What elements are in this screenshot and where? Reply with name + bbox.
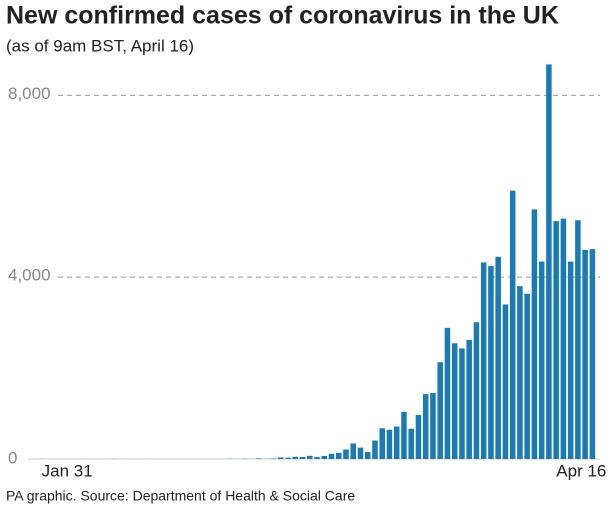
x-tick-label: Apr 16	[556, 461, 606, 480]
y-tick-label: 4,000	[8, 266, 51, 285]
bar	[343, 449, 349, 459]
bar	[335, 452, 342, 459]
bar	[466, 339, 472, 459]
bar	[488, 266, 494, 459]
bar	[285, 457, 291, 459]
bar	[278, 457, 284, 459]
bar	[473, 322, 480, 459]
bar	[314, 457, 320, 459]
bar	[372, 440, 378, 459]
bar	[495, 256, 501, 459]
bar	[575, 220, 581, 459]
bar	[582, 249, 588, 459]
chart-subtitle: (as of 9am BST, April 16)	[6, 36, 194, 55]
bar	[531, 209, 538, 459]
bar	[422, 394, 429, 459]
y-tick-label: 8,000	[8, 84, 51, 103]
bar	[379, 428, 385, 459]
bar	[364, 452, 371, 459]
bar	[256, 458, 262, 459]
bar	[451, 343, 458, 459]
bar	[517, 286, 523, 459]
bar	[589, 249, 596, 459]
bar	[357, 447, 364, 459]
bar	[546, 64, 552, 459]
bar	[480, 262, 487, 459]
bar	[415, 415, 422, 459]
bar	[444, 327, 451, 459]
bar	[430, 393, 436, 459]
bar	[328, 453, 335, 459]
bar	[270, 458, 277, 459]
bar	[401, 411, 407, 459]
x-tick-label: Jan 31	[42, 461, 93, 480]
chart-title: New confirmed cases of coronavirus in th…	[6, 2, 559, 30]
bar	[292, 456, 299, 459]
bar	[509, 190, 516, 459]
bar	[321, 455, 328, 459]
bar	[538, 261, 545, 459]
bar	[502, 304, 509, 459]
source-note: PA graphic. Source: Department of Health…	[6, 488, 355, 504]
bar	[459, 348, 465, 459]
bar	[393, 426, 400, 459]
bar	[437, 362, 443, 459]
bar	[299, 456, 306, 459]
bar	[560, 218, 567, 459]
bar	[553, 221, 559, 459]
bar	[408, 428, 414, 459]
bar	[386, 429, 393, 459]
bar	[567, 261, 574, 459]
bar	[524, 293, 530, 459]
y-tick-label: 0	[8, 448, 17, 467]
bar	[306, 455, 313, 459]
bar	[350, 443, 356, 459]
